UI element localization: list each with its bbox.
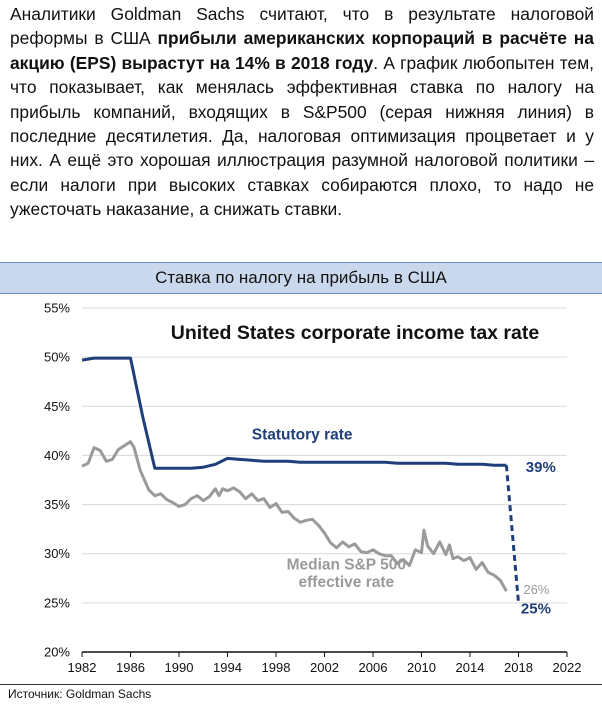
y-axis-ticks: 20% 25% 30% 35% 40% 45% 50% 55%	[44, 301, 70, 660]
intro-text-highlight: прибыли американских корпораций в расчёт…	[10, 28, 594, 73]
chart-caption-banner: Ставка по налогу на прибыль в США	[0, 262, 602, 294]
x-tick-label: 1986	[116, 660, 145, 675]
x-tick-label: 1994	[213, 660, 242, 675]
y-tick-label: 20%	[44, 645, 70, 660]
chart-grid	[82, 307, 567, 653]
effective-end-label: 26%	[523, 582, 549, 597]
x-tick-label: 2014	[456, 660, 485, 675]
y-tick-label: 45%	[44, 399, 70, 414]
x-tick-label: 1990	[165, 660, 194, 675]
source-note: Источник: Goldman Sachs	[8, 687, 152, 701]
x-tick-label: 2002	[310, 660, 339, 675]
chart-title: United States corporate income tax rate	[171, 322, 540, 344]
statutory-projected-label: 25%	[521, 601, 551, 618]
statutory-rate-line	[81, 356, 507, 470]
tax-rate-chart: 20% 25% 30% 35% 40% 45% 50% 55% 1982 1986 1990 199…	[44, 301, 582, 676]
x-tick-label: 1998	[262, 660, 291, 675]
x-tick-label: 2006	[359, 660, 388, 675]
y-tick-label: 25%	[44, 595, 70, 610]
source-divider	[0, 684, 602, 685]
x-tick-label: 1982	[68, 660, 97, 675]
y-tick-label: 55%	[44, 301, 70, 316]
chart-series	[81, 356, 520, 604]
effective-rate-line	[81, 440, 508, 592]
x-tick-label: 2022	[553, 660, 582, 675]
effective-series-label: Median S&P 500	[287, 556, 406, 573]
y-tick-label: 50%	[44, 350, 70, 365]
statutory-series-label: Statutory rate	[252, 427, 353, 444]
intro-text-end: . А график любопытен тем, что показывает…	[10, 52, 594, 220]
y-tick-label: 40%	[44, 448, 70, 463]
y-tick-label: 35%	[44, 497, 70, 512]
intro-text: Аналитики Goldman Sachs считают, что в р…	[10, 2, 594, 222]
x-axis-ticks: 1982 1986 1990 1994 1998 2002 2006 2010 2014 2018…	[68, 652, 582, 675]
statutory-rate-projection	[504, 465, 520, 604]
x-tick-label: 2018	[504, 660, 533, 675]
y-tick-label: 30%	[44, 546, 70, 561]
effective-series-label-line2: effective rate	[299, 574, 395, 591]
x-tick-label: 2010	[407, 660, 436, 675]
intro-text-start: Аналитики Goldman Sachs считают, что в р…	[10, 4, 594, 49]
statutory-end-label: 39%	[526, 459, 556, 476]
